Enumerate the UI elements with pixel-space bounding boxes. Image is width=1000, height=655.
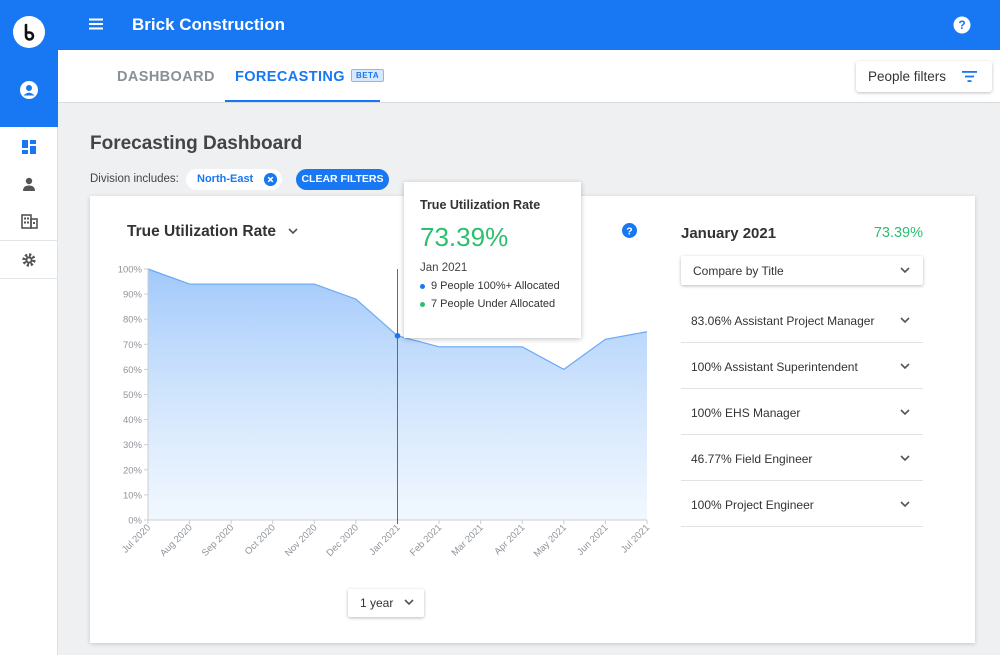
x-tick-label: Jun 2021	[575, 522, 610, 557]
tooltip-over-allocated-text: 9 People 100%+ Allocated	[431, 280, 560, 292]
sidebar-divider	[0, 240, 58, 241]
sidebar-item-settings[interactable]	[0, 241, 58, 278]
x-tick-label: Aug 2020	[158, 522, 195, 559]
y-tick-label: 70%	[123, 340, 143, 351]
title-row[interactable]: 100% Assistant Superintendent	[681, 343, 923, 389]
title-row[interactable]: 46.77% Field Engineer	[681, 435, 923, 481]
tooltip-title: True Utilization Rate	[420, 198, 541, 212]
chevron-down-icon	[900, 267, 910, 274]
sidebar-header	[0, 0, 58, 127]
chevron-down-icon	[900, 455, 910, 462]
page-title: Forecasting Dashboard	[90, 133, 303, 154]
y-tick-label: 80%	[123, 315, 143, 326]
chart-tooltip: True Utilization Rate 73.39% Jan 2021 9 …	[404, 182, 581, 338]
chevron-down-icon[interactable]	[288, 228, 298, 235]
x-tick-label: Feb 2021	[408, 522, 444, 558]
highlight-point	[394, 332, 401, 339]
menu-icon[interactable]	[88, 16, 104, 32]
y-tick-label: 20%	[123, 465, 143, 476]
sidebar-item-dashboard[interactable]	[0, 128, 58, 165]
app-title: Brick Construction	[132, 15, 286, 34]
time-range-select[interactable]: 1 year	[348, 589, 424, 617]
compare-by-select[interactable]: Compare by Title	[681, 256, 923, 285]
sidebar-divider	[0, 278, 58, 279]
filter-icon	[962, 71, 977, 82]
x-tick-label: Jul 2021	[619, 522, 652, 555]
y-tick-label: 0%	[128, 516, 142, 527]
sidebar	[0, 0, 58, 655]
title-row-label: 83.06% Assistant Project Manager	[691, 314, 875, 328]
chevron-down-icon	[900, 363, 910, 370]
utilization-area-chart: 0% 10% 20% 30% 40% 50% 60% 70% 80% 90% 100% Jul 202…	[118, 265, 652, 560]
chart-help-icon[interactable]: ?	[622, 223, 637, 238]
account-icon[interactable]	[19, 80, 39, 100]
building-icon	[20, 213, 38, 229]
division-filter-value: North-East	[197, 173, 254, 185]
svg-text:?: ?	[958, 18, 965, 32]
tooltip-over-allocated: 9 People 100%+ Allocated	[420, 280, 565, 292]
dashboard-icon	[22, 139, 36, 154]
title-row-label: 46.77% Field Engineer	[691, 452, 813, 466]
x-tick-label: Sep 2020	[200, 522, 237, 559]
title-row-label: 100% Assistant Superintendent	[691, 360, 858, 374]
clear-filters-button[interactable]: CLEAR FILTERS	[296, 169, 389, 190]
tab-bar: DASHBOARD FORECASTING BETA People filters	[58, 50, 1000, 103]
y-tick-label: 60%	[123, 365, 143, 376]
x-tick-label: Apr 2021	[492, 522, 527, 557]
tab-dashboard[interactable]: DASHBOARD	[117, 69, 215, 85]
x-tick-label: Jan 2021	[367, 522, 402, 557]
beta-badge: BETA	[350, 69, 385, 82]
sidebar-item-projects[interactable]	[0, 202, 58, 239]
x-tick-label: Nov 2020	[283, 522, 320, 559]
tab-forecasting-label: FORECASTING	[235, 69, 345, 85]
x-tick-label: Jul 2020	[120, 522, 153, 555]
title-row-label: 100% EHS Manager	[691, 406, 801, 420]
active-tab-indicator	[225, 100, 380, 102]
y-tick-label: 40%	[123, 415, 143, 426]
y-tick-label: 100%	[118, 265, 143, 276]
gear-icon	[22, 252, 36, 267]
y-tick-label: 90%	[123, 290, 143, 301]
brand-logo[interactable]	[13, 16, 45, 48]
x-tick-label: Mar 2021	[450, 522, 486, 558]
title-row[interactable]: 100% Project Engineer	[681, 481, 923, 527]
x-tick-label: Oct 2020	[243, 522, 278, 557]
y-tick-label: 30%	[123, 440, 143, 451]
title-row[interactable]: 100% EHS Manager	[681, 389, 923, 435]
remove-filter-icon[interactable]	[264, 173, 277, 186]
division-filter-chip: North-East	[186, 169, 282, 190]
people-filters-label: People filters	[868, 69, 947, 84]
title-row-label: 100% Project Engineer	[691, 498, 814, 512]
y-tick-label: 10%	[123, 490, 143, 501]
division-filter-label: Division includes:	[90, 173, 179, 185]
chevron-down-icon	[900, 409, 910, 416]
chevron-down-icon	[900, 501, 910, 508]
tooltip-date: Jan 2021	[420, 262, 468, 274]
tooltip-under-allocated: 7 People Under Allocated	[420, 298, 565, 310]
people-filters-button[interactable]: People filters	[856, 61, 992, 92]
chevron-down-icon	[404, 599, 414, 606]
tooltip-value: 73.39%	[420, 222, 509, 252]
tooltip-under-allocated-text: 7 People Under Allocated	[431, 298, 556, 310]
selected-month: January 2021	[681, 225, 777, 242]
title-row[interactable]: 83.06% Assistant Project Manager	[681, 297, 923, 343]
y-tick-label: 50%	[123, 390, 143, 401]
x-tick-label: Dec 2020	[325, 522, 362, 559]
time-range-value: 1 year	[360, 596, 394, 610]
x-tick-label: May 2021	[532, 522, 569, 559]
svg-text:?: ?	[626, 225, 632, 237]
sidebar-item-people[interactable]	[0, 165, 58, 202]
tab-forecasting[interactable]: FORECASTING BETA	[235, 69, 385, 85]
chevron-down-icon	[900, 317, 910, 324]
selected-month-value: 73.39%	[873, 225, 923, 241]
chart-metric-selector[interactable]: True Utilization Rate	[127, 223, 276, 240]
help-icon[interactable]: ?	[953, 16, 971, 34]
top-app-bar: Brick Construction ?	[58, 0, 1000, 50]
compare-by-label: Compare by Title	[693, 264, 784, 278]
over-allocated-dot	[420, 283, 425, 289]
person-icon	[23, 177, 35, 191]
under-allocated-dot	[420, 301, 425, 307]
logo-icon	[24, 23, 35, 41]
